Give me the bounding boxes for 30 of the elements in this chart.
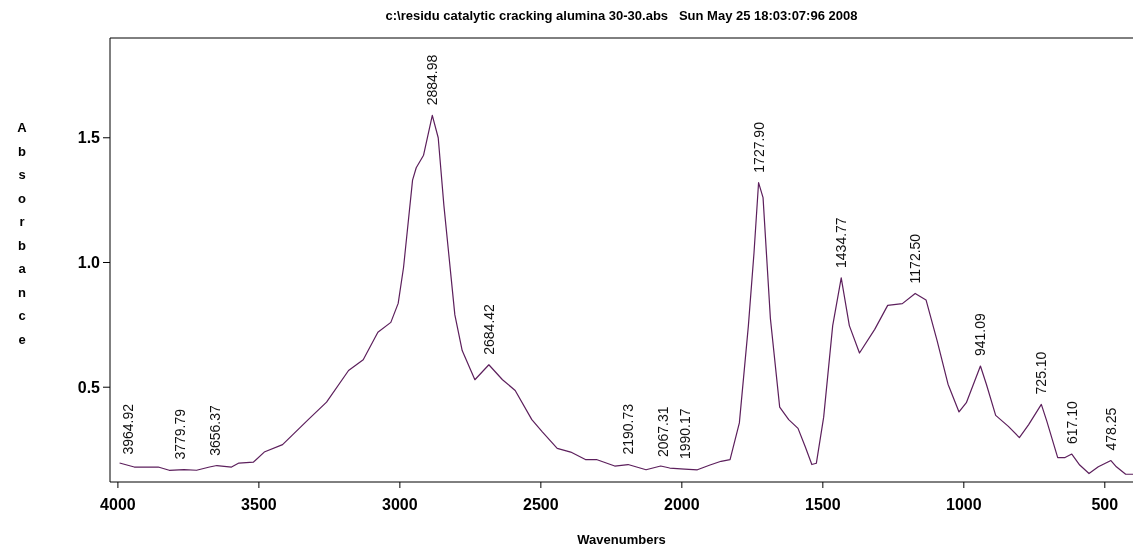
annotation: 478.25 [1102,407,1119,451]
annotation: 1172.50 [907,233,924,284]
line-series [118,114,1133,475]
annotation: 2884.98 [424,54,441,106]
chart-title: c:\residu catalytic cracking alumina 30-30.abs Sun May 25 18:03:07:96 2008 [385,8,858,23]
annotation: 941.09 [972,312,989,357]
x-tick-label: 1000 [946,496,982,513]
x-tick-label: 3500 [241,496,277,513]
annotation: 2684.42 [480,303,497,355]
y-tick-label: 0.5 [77,378,101,396]
x-tick-label: 1500 [805,496,841,513]
x-tick-label: 4000 [100,496,136,513]
annotation: 2067.31 [654,406,671,458]
x-tick-label: 2500 [523,496,559,513]
annotation: 3779.79 [171,408,188,460]
x-tick-label: 500 [1091,496,1119,513]
annotation: 3656.37 [206,404,223,456]
annotation: 1727.90 [750,121,767,173]
y-tick-label: 1.0 [77,254,101,272]
annotation: 3964.92 [119,403,136,455]
text: Absorbance [17,120,27,347]
x-tick-label: 2000 [664,496,700,513]
y-tick-label: 1.5 [77,129,101,147]
annotation: 617.10 [1063,401,1080,445]
x-tick-label: 3000 [382,496,418,513]
x-axis-title: Wavenumbers [577,532,666,547]
annotation: 725.10 [1033,351,1050,395]
annotation: 2190.73 [620,403,637,455]
annotation: 1990.17 [676,408,693,460]
annotation: 1434.77 [833,217,850,268]
